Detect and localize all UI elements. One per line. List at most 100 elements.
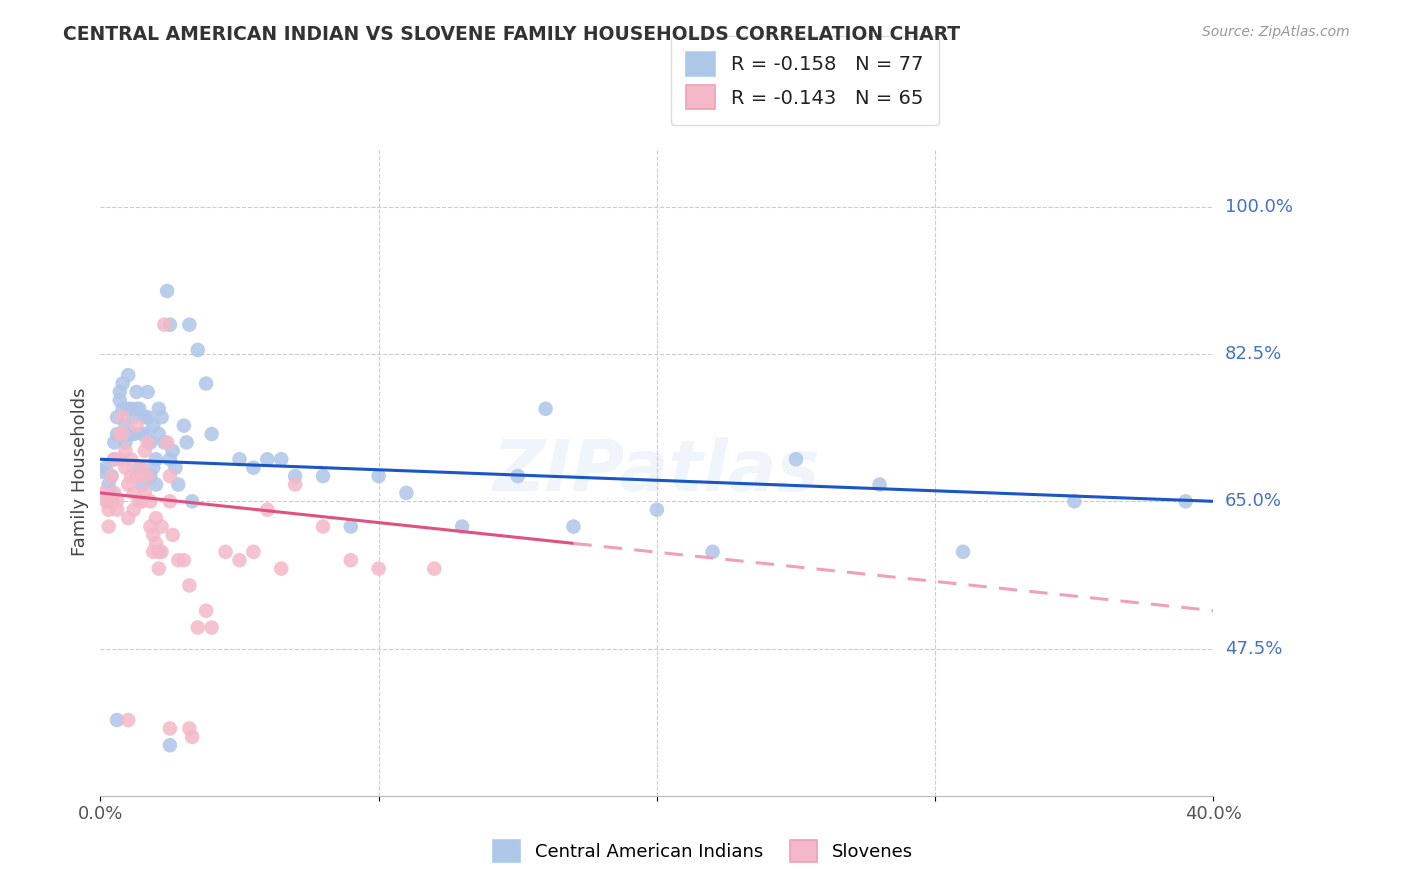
Point [534,401,557,416]
Point [122,502,145,516]
Point [173,553,195,567]
Point [162,443,184,458]
Point [117,511,139,525]
Point [506,469,529,483]
Point [97,494,120,508]
Point [187,343,209,357]
Point [869,477,891,491]
Point [256,452,278,467]
Point [179,578,201,592]
Text: 65.0%: 65.0% [1225,492,1282,510]
Point [1063,494,1085,508]
Point [284,469,307,483]
Point [167,477,190,491]
Point [645,502,668,516]
Point [117,477,139,491]
Point [340,519,363,533]
Point [100,469,122,483]
Point [120,469,142,483]
Point [114,418,136,433]
Point [108,393,131,408]
Point [195,604,218,618]
Point [187,620,209,634]
Point [125,469,148,483]
Point [153,318,176,332]
Point [179,722,201,736]
Point [108,384,131,399]
Point [136,435,159,450]
Point [120,452,142,467]
Point [312,469,335,483]
Point [91,486,114,500]
Point [103,435,125,450]
Point [142,418,165,433]
Point [145,452,167,467]
Y-axis label: Family Households: Family Households [72,388,89,556]
Point [1174,494,1197,508]
Point [105,410,128,425]
Point [128,401,150,416]
Point [125,384,148,399]
Point [111,410,134,425]
Point [103,486,125,500]
Point [134,410,156,425]
Point [367,561,389,575]
Point [94,460,117,475]
Point [181,730,204,744]
Point [148,545,170,559]
Point [108,452,131,467]
Point [125,418,148,433]
Point [228,553,250,567]
Point [128,494,150,508]
Point [120,427,142,442]
Point [117,401,139,416]
Point [179,318,201,332]
Point [159,469,181,483]
Point [134,443,156,458]
Point [105,713,128,727]
Text: ZIPatlas: ZIPatlas [494,437,821,507]
Point [117,368,139,383]
Point [159,452,181,467]
Point [131,477,153,491]
Text: Source: ZipAtlas.com: Source: ZipAtlas.com [1202,25,1350,39]
Point [181,494,204,508]
Point [100,494,122,508]
Point [122,410,145,425]
Point [367,469,389,483]
Point [150,410,173,425]
Point [145,511,167,525]
Point [103,452,125,467]
Point [131,494,153,508]
Point [111,427,134,442]
Point [142,545,165,559]
Point [284,477,307,491]
Point [94,494,117,508]
Point [423,561,446,575]
Point [242,460,264,475]
Point [142,460,165,475]
Point [128,469,150,483]
Text: CENTRAL AMERICAN INDIAN VS SLOVENE FAMILY HOUSEHOLDS CORRELATION CHART: CENTRAL AMERICAN INDIAN VS SLOVENE FAMIL… [63,25,960,44]
Point [122,486,145,500]
Point [108,427,131,442]
Point [105,502,128,516]
Point [120,401,142,416]
Point [148,561,170,575]
Point [145,477,167,491]
Point [952,545,974,559]
Point [150,545,173,559]
Point [270,561,292,575]
Point [114,460,136,475]
Text: 100.0%: 100.0% [1225,198,1292,216]
Point [145,536,167,550]
Point [702,545,724,559]
Point [173,418,195,433]
Point [134,427,156,442]
Point [395,486,418,500]
Point [159,318,181,332]
Point [451,519,474,533]
Point [105,427,128,442]
Point [114,443,136,458]
Point [125,401,148,416]
